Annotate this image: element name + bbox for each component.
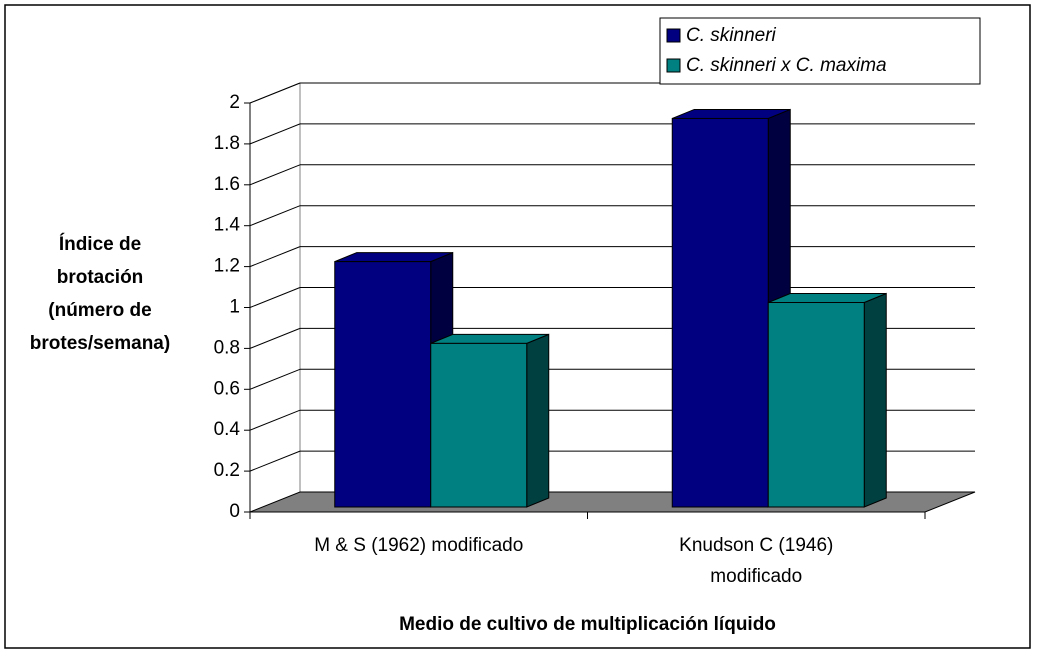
grid-line (249, 450, 301, 472)
y-tick-label: 1 (229, 297, 240, 318)
bar-side (863, 292, 887, 508)
bar (671, 117, 769, 508)
bar (767, 302, 865, 508)
y-tick-label: 0.4 (214, 419, 241, 440)
bar (334, 261, 432, 508)
y-tick-label: 2 (229, 92, 240, 113)
y-tick-label: 0 (229, 501, 240, 522)
legend-label: C. skinneri x C. maxima (686, 55, 887, 76)
grid-line (249, 409, 301, 431)
grid-line (249, 123, 301, 145)
y-tick-label: 0.8 (214, 337, 240, 358)
bar-side (526, 333, 550, 508)
y-tick-label: 0.2 (214, 460, 240, 481)
bar (430, 342, 528, 508)
legend-swatch (666, 28, 681, 43)
bar-top (768, 293, 887, 303)
bar-top (430, 333, 549, 344)
y-tick-label: 1.2 (214, 256, 240, 277)
x-tick-label: Knudson C (1946) modificado (679, 535, 834, 587)
grid-line (249, 368, 301, 390)
grid-line (249, 287, 301, 308)
bar-top (672, 108, 791, 119)
x-axis-label: Medio de cultivo de multiplicación líqui… (399, 614, 776, 635)
grid-line (249, 205, 301, 227)
y-tick-label: 1.8 (214, 133, 240, 154)
grid-line (249, 327, 301, 349)
legend-box (659, 17, 981, 85)
x-tick-label: M & S (1962) modificado (314, 535, 524, 556)
grid-line (249, 164, 301, 186)
y-tick-label: 1.6 (214, 174, 240, 195)
y-tick-label: 1.4 (214, 215, 241, 236)
grid-line (249, 246, 301, 268)
legend-swatch (666, 58, 681, 73)
legend-label: C. skinneri (686, 25, 777, 46)
bar-top (334, 252, 453, 263)
y-axis-label: Índice de brotación (número de brotes/se… (29, 234, 171, 354)
y-tick-label: 0.6 (214, 378, 240, 399)
grid-line (249, 82, 301, 104)
